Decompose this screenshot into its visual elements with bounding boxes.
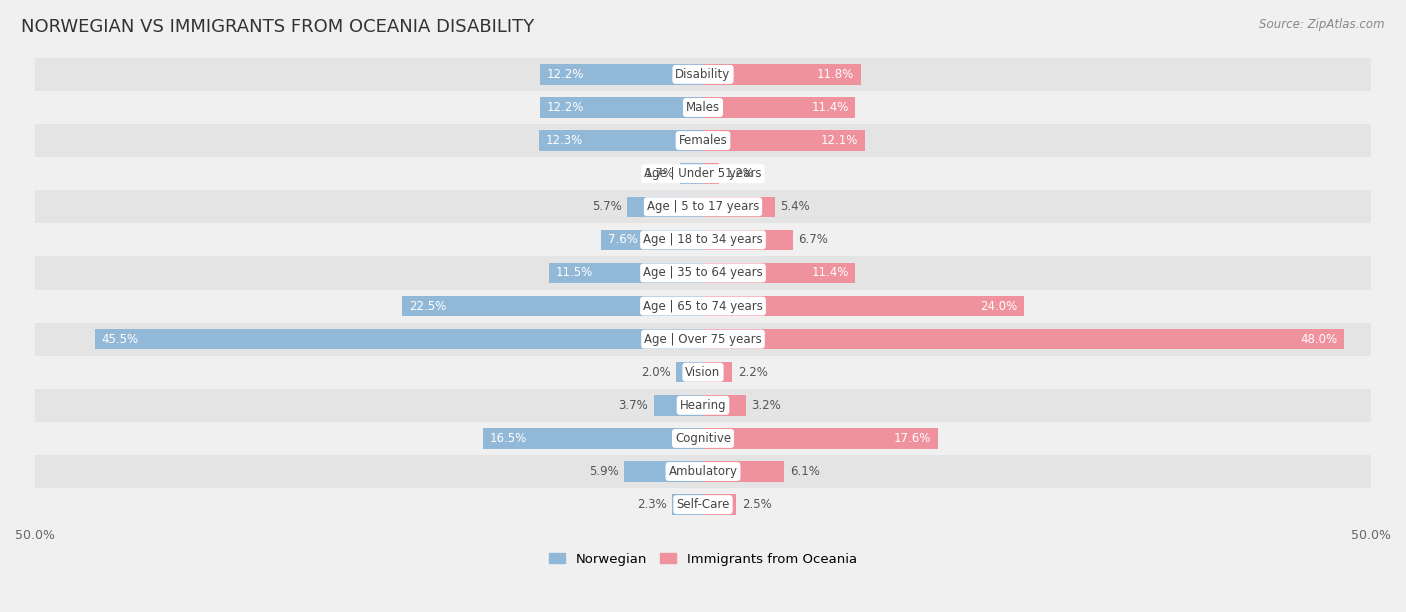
Text: 48.0%: 48.0% (1301, 333, 1337, 346)
Text: 12.2%: 12.2% (547, 68, 583, 81)
Text: 17.6%: 17.6% (894, 432, 931, 445)
Text: Males: Males (686, 101, 720, 114)
Text: Disability: Disability (675, 68, 731, 81)
Text: 2.0%: 2.0% (641, 366, 671, 379)
Bar (35, 389, 1371, 422)
Bar (35, 455, 1371, 488)
Bar (35, 157, 1371, 190)
Text: Age | 35 to 64 years: Age | 35 to 64 years (643, 266, 763, 280)
Bar (703, 428, 938, 449)
Bar (35, 323, 1371, 356)
Text: 12.2%: 12.2% (547, 101, 583, 114)
Text: 22.5%: 22.5% (409, 299, 446, 313)
Bar (35, 422, 1371, 455)
Text: 11.8%: 11.8% (817, 68, 853, 81)
Bar (703, 163, 718, 184)
Bar (35, 488, 1371, 521)
Bar (703, 130, 865, 151)
Text: Cognitive: Cognitive (675, 432, 731, 445)
Bar (35, 190, 1371, 223)
Bar (672, 494, 703, 515)
Bar (703, 461, 785, 482)
Text: 2.2%: 2.2% (738, 366, 768, 379)
Bar (96, 329, 703, 349)
Text: 16.5%: 16.5% (489, 432, 526, 445)
Text: 3.7%: 3.7% (619, 399, 648, 412)
Bar (550, 263, 703, 283)
Text: 1.7%: 1.7% (645, 167, 675, 180)
Text: 1.2%: 1.2% (724, 167, 754, 180)
Bar (35, 256, 1371, 289)
Text: 24.0%: 24.0% (980, 299, 1017, 313)
Bar (703, 263, 855, 283)
Text: Age | 18 to 34 years: Age | 18 to 34 years (643, 233, 763, 247)
Bar (703, 362, 733, 382)
Text: 2.5%: 2.5% (742, 498, 772, 511)
Text: 12.1%: 12.1% (821, 134, 858, 147)
Bar (35, 223, 1371, 256)
Bar (703, 329, 1344, 349)
Bar (35, 91, 1371, 124)
Bar (624, 461, 703, 482)
Text: 11.5%: 11.5% (555, 266, 593, 280)
Bar (681, 163, 703, 184)
Bar (602, 230, 703, 250)
Bar (703, 296, 1024, 316)
Bar (35, 289, 1371, 323)
Text: 11.4%: 11.4% (811, 101, 849, 114)
Text: 3.2%: 3.2% (751, 399, 780, 412)
Bar (35, 356, 1371, 389)
Bar (703, 97, 855, 118)
Bar (703, 230, 793, 250)
Bar (627, 196, 703, 217)
Bar (676, 362, 703, 382)
Text: Vision: Vision (685, 366, 721, 379)
Legend: Norwegian, Immigrants from Oceania: Norwegian, Immigrants from Oceania (550, 553, 856, 565)
Text: Age | Under 5 years: Age | Under 5 years (644, 167, 762, 180)
Bar (654, 395, 703, 416)
Bar (703, 196, 775, 217)
Text: Age | Over 75 years: Age | Over 75 years (644, 333, 762, 346)
Text: Ambulatory: Ambulatory (668, 465, 738, 478)
Text: 2.3%: 2.3% (637, 498, 666, 511)
Text: 7.6%: 7.6% (609, 233, 638, 247)
Text: Females: Females (679, 134, 727, 147)
Bar (703, 494, 737, 515)
Text: NORWEGIAN VS IMMIGRANTS FROM OCEANIA DISABILITY: NORWEGIAN VS IMMIGRANTS FROM OCEANIA DIS… (21, 18, 534, 36)
Bar (35, 58, 1371, 91)
Bar (482, 428, 703, 449)
Text: Age | 65 to 74 years: Age | 65 to 74 years (643, 299, 763, 313)
Text: 5.9%: 5.9% (589, 465, 619, 478)
Text: 11.4%: 11.4% (811, 266, 849, 280)
Text: Source: ZipAtlas.com: Source: ZipAtlas.com (1260, 18, 1385, 31)
Text: 5.7%: 5.7% (592, 200, 621, 213)
Text: Hearing: Hearing (679, 399, 727, 412)
Text: Age | 5 to 17 years: Age | 5 to 17 years (647, 200, 759, 213)
Bar (703, 64, 860, 84)
Bar (703, 395, 745, 416)
Bar (540, 97, 703, 118)
Text: Self-Care: Self-Care (676, 498, 730, 511)
Bar (540, 64, 703, 84)
Text: 12.3%: 12.3% (546, 134, 582, 147)
Text: 6.7%: 6.7% (797, 233, 828, 247)
Bar (402, 296, 703, 316)
Bar (538, 130, 703, 151)
Text: 45.5%: 45.5% (101, 333, 139, 346)
Text: 6.1%: 6.1% (790, 465, 820, 478)
Text: 5.4%: 5.4% (780, 200, 810, 213)
Bar (35, 124, 1371, 157)
